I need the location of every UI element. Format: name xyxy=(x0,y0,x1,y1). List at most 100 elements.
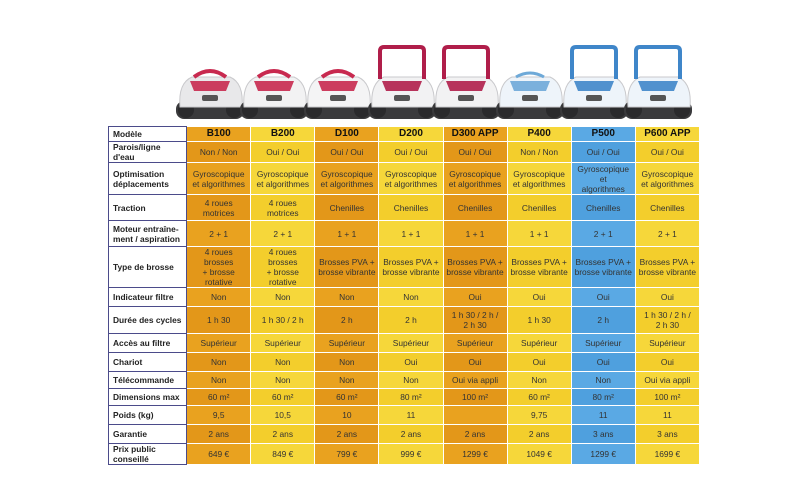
cell-text: brosse vibrante xyxy=(574,267,632,277)
table-cell: 1 h 30 / 2 h /2 h 30 xyxy=(442,306,508,334)
table-cell: 2 h xyxy=(378,306,444,334)
table-cell: Oui via appli xyxy=(634,371,701,389)
table-cell: 1049 € xyxy=(506,443,572,465)
cell-text: Brosses PVA + xyxy=(447,257,503,267)
row-label: Chariot xyxy=(107,352,188,372)
cell-text: 2 ans xyxy=(464,429,486,439)
cell-text: + brosse rotative xyxy=(202,267,235,287)
table-row: Chariot Non Non Non Oui Oui Oui Oui Oui xyxy=(107,352,701,372)
cell-text: brosse vibrante xyxy=(446,267,504,277)
cell-text: Oui / Oui xyxy=(586,147,620,157)
table-cell: Chenilles xyxy=(506,194,572,221)
cell-text: Chenilles xyxy=(393,202,429,213)
cell-text: 60 m² xyxy=(207,392,230,402)
cell-text: 2 h 30 xyxy=(463,320,487,330)
table-cell: 1 + 1 xyxy=(378,220,444,247)
table-cell: Chenilles xyxy=(442,194,508,221)
product-images xyxy=(0,0,800,128)
table-cell: Brosses PVA + brosse vibrante xyxy=(570,246,636,288)
cell-text: Non xyxy=(210,375,227,385)
cell-text: 1 h 30 / 2 h / xyxy=(644,310,691,320)
robot-image-d200 xyxy=(364,45,440,125)
table-cell: 9,5 xyxy=(186,405,252,425)
cell-text: 1 + 1 xyxy=(529,228,549,239)
cell-text: 1049 € xyxy=(526,449,552,459)
table-cell: 1299 € xyxy=(570,443,636,465)
row-label-line: Chariot xyxy=(113,357,143,367)
table-cell: Non xyxy=(186,352,252,372)
table-cell: 100 m² xyxy=(634,388,701,406)
cell-text: 4 roues xyxy=(268,197,297,208)
cell-text: Chenilles xyxy=(329,202,365,213)
table-cell: Supérieur xyxy=(634,333,701,353)
cell-text: Supérieur xyxy=(200,338,237,348)
row-label-line: Accès au filtre xyxy=(113,338,171,348)
cell-text: B100 xyxy=(206,128,231,139)
table-cell: 4 roues brosses + brosse rotative xyxy=(250,246,316,288)
cell-text: et algorithmes xyxy=(320,178,374,189)
table-cell: 60 m² xyxy=(506,388,572,406)
cell-text: Non xyxy=(275,292,291,302)
table-cell: 2 ans xyxy=(442,424,508,444)
table-row: Garantie 2 ans 2 ans 2 ans 2 ans 2 ans 2 ans 3 … xyxy=(107,424,701,444)
cell-text: brosse vibrante xyxy=(318,267,376,277)
table-cell: 80 m² xyxy=(570,388,636,406)
table-cell: Chenilles xyxy=(378,194,444,221)
cell-text: 2 ans xyxy=(400,429,422,439)
cell-text: motrices xyxy=(266,207,299,218)
cell-text: Gyroscopique xyxy=(192,168,245,179)
cell-text: Non xyxy=(275,375,291,385)
cell-text: 2 h xyxy=(405,315,417,325)
table-cell: Oui / Oui xyxy=(378,141,444,163)
model-header-b200: B200 xyxy=(250,126,316,142)
table-cell: Non xyxy=(250,287,316,307)
cell-text: 1 + 1 xyxy=(337,228,357,239)
cell-text: D300 APP xyxy=(451,128,499,139)
cell-text: Oui / Oui xyxy=(394,147,428,157)
cell-text: Gyroscopique xyxy=(449,168,501,179)
row-label: Garantie xyxy=(107,424,188,444)
robot-image-p600-app xyxy=(620,45,696,125)
table-cell: Oui xyxy=(378,352,444,372)
table-cell: Non xyxy=(378,287,444,307)
robot-image-b200 xyxy=(236,63,312,125)
model-header-p400: P400 xyxy=(506,126,572,142)
table-cell: Brosses PVA + brosse vibrante xyxy=(314,246,380,288)
cell-text: 1699 € xyxy=(654,449,681,459)
cell-text: 799 € xyxy=(336,449,358,459)
row-label: Télécommande xyxy=(107,371,188,389)
cell-text: Supérieur xyxy=(585,338,622,348)
table-cell: 80 m² xyxy=(378,388,444,406)
cell-text: 2 + 1 xyxy=(209,228,229,239)
table-cell: 2 ans xyxy=(186,424,252,444)
table-cell: Oui xyxy=(570,287,636,307)
cell-text: Non xyxy=(339,375,355,385)
table-row: Télécommande Non Non Non Non Oui via appli Non… xyxy=(107,371,701,389)
table-cell: 3 ans xyxy=(570,424,636,444)
table-row: Durée des cycles 1 h 30 1 h 30 / 2 h 2 h 2 h… xyxy=(107,306,701,334)
cell-text: 1 + 1 xyxy=(401,228,421,239)
row-label: Accès au filtre xyxy=(107,333,188,353)
cell-text: 1299 € xyxy=(462,449,488,459)
table-cell: 649 € xyxy=(186,443,252,465)
model-header-d100: D100 xyxy=(314,126,380,142)
cell-text: Gyroscopique xyxy=(321,168,373,179)
row-label-line: Parois/ligne d'eau xyxy=(113,142,161,162)
cell-text: 1 h 30 xyxy=(527,315,551,325)
table-cell: Non xyxy=(250,352,316,372)
cell-text: Oui via appli xyxy=(644,375,691,385)
row-label-line: Durée des cycles xyxy=(113,315,182,325)
table-cell: Non xyxy=(506,371,572,389)
comparison-table: Modèle B100 B200 D100 D200 D300 APP P400 P500 P6… xyxy=(107,126,701,465)
cell-text: Oui / Oui xyxy=(330,147,364,157)
table-cell: Oui xyxy=(634,352,701,372)
cell-text: 3 ans xyxy=(657,429,678,439)
cell-text: Supérieur xyxy=(649,338,686,348)
row-label: Type de brosse xyxy=(107,246,188,288)
cell-text: 10,5 xyxy=(274,410,291,420)
cell-text: Oui xyxy=(468,357,482,367)
table-row: Indicateur filtre Non Non Non Non Oui Oui Oui Ou… xyxy=(107,287,701,307)
table-cell: 2 ans xyxy=(506,424,572,444)
model-header-d300-app: D300 APP xyxy=(442,126,508,142)
cell-text: 2 h xyxy=(597,315,610,325)
